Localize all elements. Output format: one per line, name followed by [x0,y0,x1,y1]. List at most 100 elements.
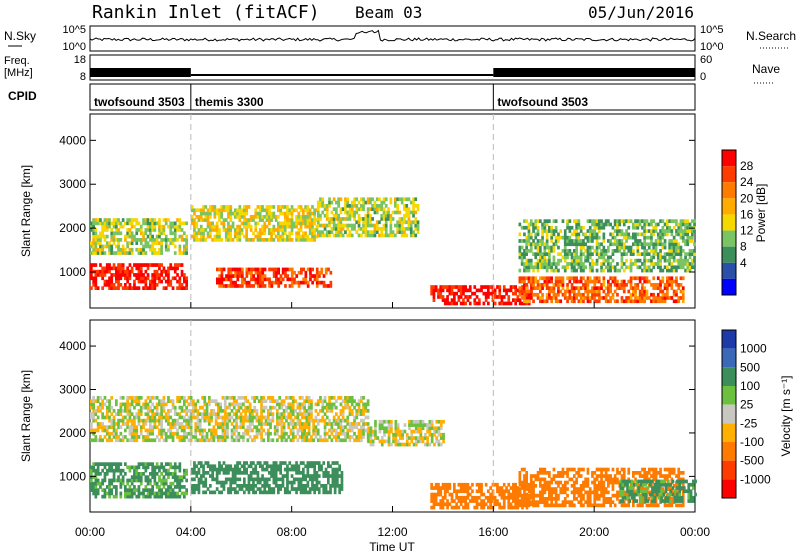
power-cell-5-1653 [525,301,529,306]
power-cell-6-1832 [586,299,590,304]
velocity-cell-2-1454 [202,474,205,478]
freq-label-line2: [MHz] [4,67,33,79]
power-cell-0-26 [101,273,104,277]
power-cell-7-2431 [602,268,606,273]
velocity-cell-2-1614 [263,490,267,495]
power-cell-7-2727 [670,255,674,260]
velocity-cell-1-1041 [273,399,277,403]
power-cell-4-1265 [348,213,352,218]
power-cell-2-608 [213,208,217,213]
velocity-cell-1-1294 [337,431,340,436]
velocity-cell-1-1342 [348,425,352,429]
power-cell-1-351 [128,247,132,252]
power-cell-4-1374 [380,213,384,218]
power-cell-2-704 [243,211,246,216]
power-cell-7-2270 [566,222,569,227]
power-cell-2-665 [231,238,235,242]
power-cell-3-998 [238,274,242,278]
velocity-cell-1-1201 [310,405,313,410]
power-cell-7-2729 [670,249,674,253]
power-cell-2-802 [274,218,278,222]
power-cell-2-837 [283,205,287,209]
velocity-cell-1-761 [203,402,207,407]
velocity-cell-1-787 [210,415,213,420]
power-cell-4-1412 [391,230,395,234]
velocity-cell-1-981 [257,399,261,403]
power-cell-3-1139 [322,284,326,288]
power-cell-5-1617 [502,295,506,299]
power-cell-4-1198 [330,227,334,231]
power-cell-7-2667 [656,239,660,243]
power-cell-5-1666 [530,285,533,289]
power-cell-4-1216 [335,213,338,218]
power-cell-0-41 [108,279,111,284]
velocity-cell-1-438 [124,405,127,410]
power-cell-0-76 [119,263,123,267]
power-cell-6-1680 [523,286,526,290]
velocity-cell-3-1939 [410,429,414,434]
power-cell-6-1693 [527,279,531,284]
power-cell-1-297 [110,234,114,239]
velocity-cell-0-16 [94,494,98,499]
power-cell-0-30 [103,279,107,284]
power-cell-0-214 [183,276,186,281]
velocity-cell-1-659 [178,399,182,403]
power-cell-1-395 [142,231,145,236]
velocity-cell-0-69 [110,478,114,483]
power-cell-4-1391 [384,220,388,225]
power-cell-5-1548 [457,285,461,289]
velocity-cell-3-1968 [421,436,425,440]
power-cell-7-2373 [588,239,592,243]
power-cell-7-2661 [656,265,660,270]
power-cell-7-2629 [650,268,653,273]
power-cell-1-363 [130,231,134,236]
velocity-cell-1-1152 [301,425,304,429]
power-cell-1-261 [99,221,102,226]
velocity-cell-2-1814 [331,471,335,475]
velocity-cell-0-51 [103,462,107,466]
velocity-cell-1-1156 [301,405,304,410]
velocity-cell-2-1574 [247,464,251,469]
velocity-cell-0-118 [128,491,132,496]
power-cell-7-2429 [600,222,603,227]
power-cell-2-730 [252,215,255,219]
power-cell-6-1691 [527,292,531,297]
velocity-cell-0-271 [173,475,177,479]
velocity-cell-1-1133 [296,418,300,423]
power-cell-7-2703 [666,268,669,273]
velocity-cell-1-902 [237,402,241,407]
power-cell-4-1211 [335,233,338,238]
power-cell-4-1317 [364,223,368,228]
power-cell-5-1580 [478,288,481,293]
power-cell-7-2324 [577,235,581,240]
velocity-cell-1-573 [155,396,159,400]
power-cell-2-855 [290,238,294,242]
power-cell-7-2800 [684,239,687,243]
power-cell-6-1939 [632,276,635,281]
velocity-cell-1-663 [180,428,184,433]
power-cell-6-1905 [616,292,619,297]
power-cell-6-1973 [645,292,649,297]
power-cell-6-1922 [625,296,628,300]
velocity-cell-2-1448 [199,474,203,478]
power-cell-2-620 [218,231,221,236]
power-cell-5-1546 [457,295,461,299]
power-cell-6-1831 [584,279,587,284]
velocity-cell-2-1836 [338,474,341,478]
power-cell-2-909 [304,208,307,213]
power-cell-1-510 [180,251,184,255]
velocity-cell-2-1525 [231,480,235,485]
velocity-cell-1-678 [183,402,186,407]
power-cell-7-2533 [625,219,628,223]
power-cell-3-1076 [279,277,283,282]
velocity-cell-0-259 [169,462,173,466]
velocity-cell-2-1708 [295,467,298,472]
power-cell-1-278 [103,218,107,222]
velocity-cell-1-1385 [360,435,363,439]
power-cell-7-2714 [668,258,671,263]
power-cell-7-2586 [641,268,644,273]
velocity-cell-1-620 [169,435,173,439]
velocity-cell-1-361 [103,428,107,433]
velocity-cell-1-1224 [316,402,320,407]
velocity-cell-0-57 [108,494,111,499]
